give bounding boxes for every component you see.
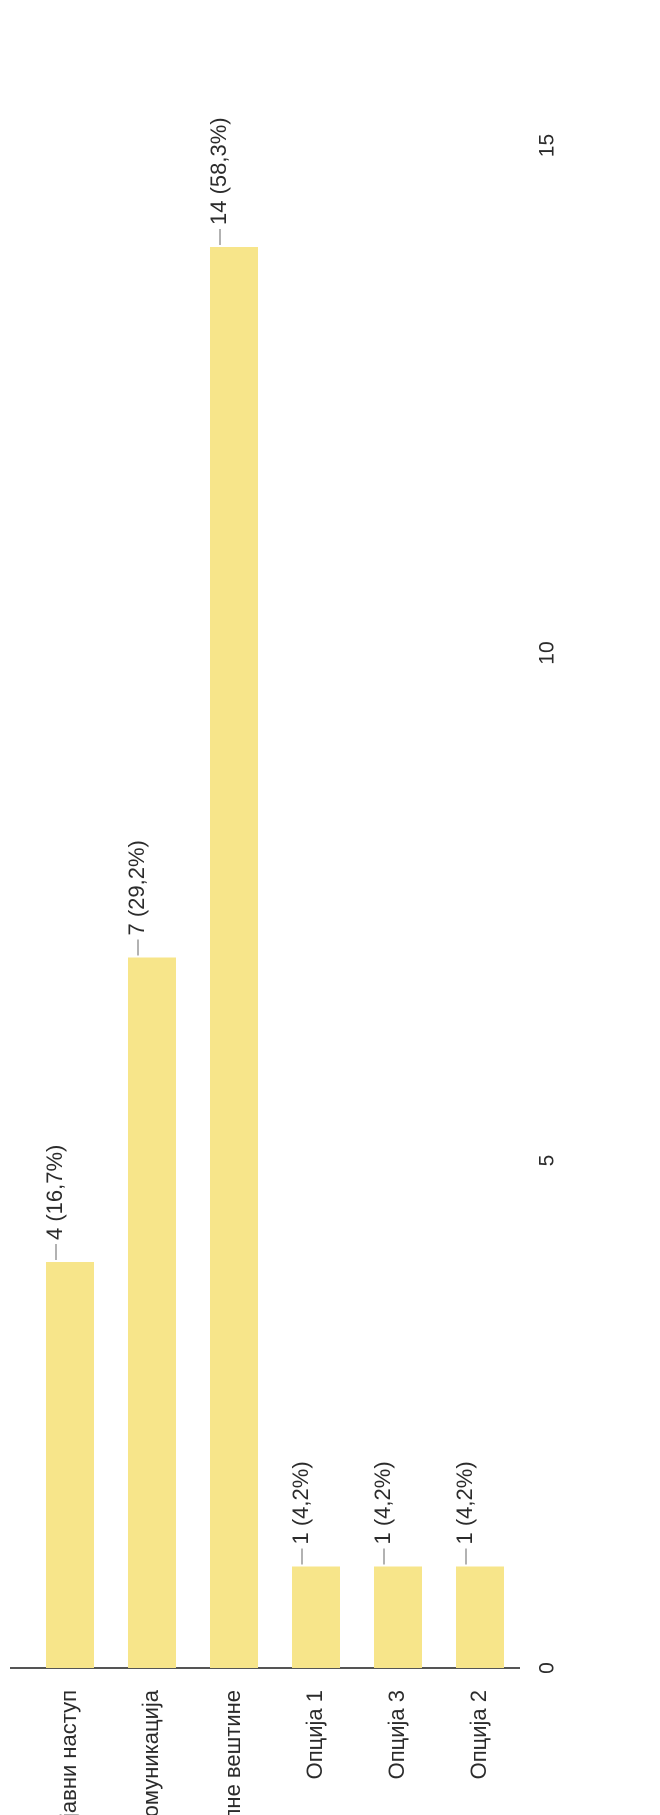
value-tick-label: 10 bbox=[536, 641, 559, 664]
category-label: дигиталне вештине bbox=[220, 1690, 245, 1815]
bar bbox=[210, 247, 258, 1668]
data-label: 7 (29,2%) bbox=[124, 840, 149, 935]
plot-area: 0 5 10 15 4 (16,7%) јавни наступ 7 (29,2%) кому… bbox=[10, 117, 559, 1815]
category-label: јавни наступ bbox=[56, 1690, 81, 1815]
value-tick-label: 5 bbox=[536, 1155, 559, 1167]
bar bbox=[46, 1262, 94, 1668]
data-label: 4 (16,7%) bbox=[42, 1145, 67, 1240]
data-label: 1 (4,2%) bbox=[288, 1461, 313, 1544]
bar bbox=[456, 1566, 504, 1668]
value-tick-label: 15 bbox=[536, 134, 559, 157]
bar bbox=[128, 957, 176, 1668]
category-label: Опција 3 bbox=[384, 1690, 409, 1779]
category-label: Опција 2 bbox=[466, 1690, 491, 1779]
bar bbox=[292, 1566, 340, 1668]
bar bbox=[374, 1566, 422, 1668]
data-label: 14 (58,3%) bbox=[206, 117, 231, 225]
data-label: 1 (4,2%) bbox=[452, 1461, 477, 1544]
category-label: комуникација bbox=[138, 1689, 163, 1815]
value-tick-label: 0 bbox=[536, 1662, 559, 1674]
category-label: Опција 1 bbox=[302, 1690, 327, 1779]
data-label: 1 (4,2%) bbox=[370, 1461, 395, 1544]
